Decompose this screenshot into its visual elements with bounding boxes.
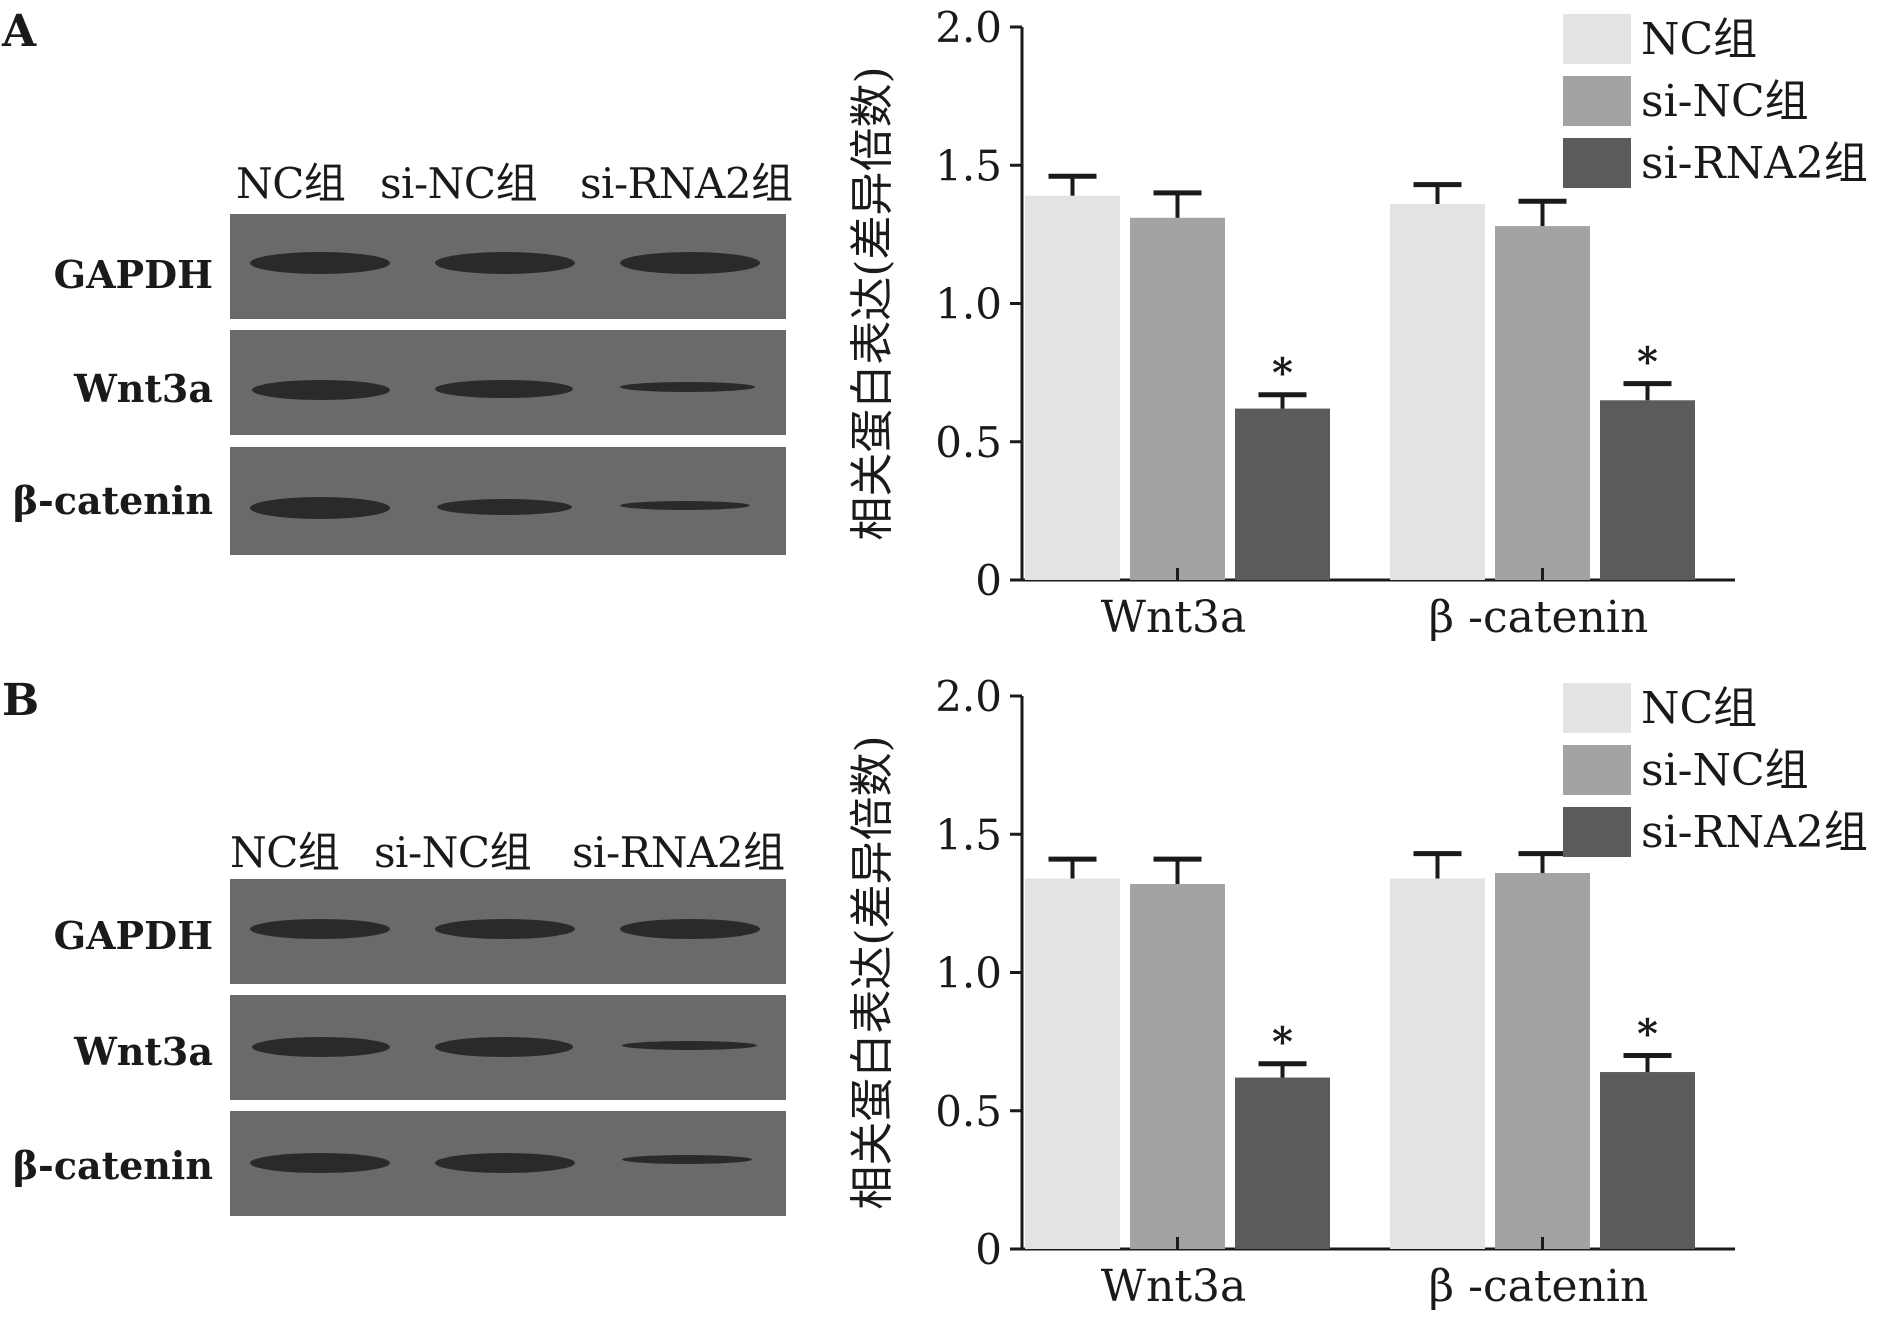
legend-swatch bbox=[1563, 76, 1631, 126]
protein-label-gapdh: GAPDH bbox=[53, 252, 213, 297]
band-nc bbox=[250, 1153, 390, 1173]
significance-label: * bbox=[1272, 1019, 1293, 1066]
bar bbox=[1390, 203, 1485, 580]
protein-label-beta-catenin: β-catenin bbox=[12, 478, 213, 523]
band-nc bbox=[250, 919, 390, 939]
x-tick-label: Wnt3a bbox=[1101, 592, 1246, 643]
legend-label: si-RNA2组 bbox=[1641, 138, 1868, 189]
band-si-rna2 bbox=[620, 252, 760, 274]
band-si-nc bbox=[435, 1153, 575, 1173]
y-axis-label: 相关蛋白表达(差异倍数) bbox=[847, 66, 898, 540]
lane-label-si-rna2: si-RNA2组 bbox=[580, 159, 793, 208]
band-si-nc bbox=[435, 919, 575, 939]
y-tick-label: 1.5 bbox=[935, 141, 1002, 190]
panel-letter: B bbox=[2, 675, 40, 726]
y-tick-label: 0.5 bbox=[935, 418, 1002, 467]
panel-b: B NC组 si-NC组 si-RNA2组 GAPDH Wnt3a β-cate… bbox=[0, 669, 1890, 1338]
bar bbox=[1130, 884, 1225, 1249]
significance-label: * bbox=[1637, 1010, 1658, 1057]
blot-strip-gapdh bbox=[230, 879, 786, 984]
band-si-nc bbox=[435, 380, 573, 398]
bar bbox=[1235, 1077, 1330, 1249]
blot-strip-wnt3a bbox=[230, 330, 786, 435]
bar bbox=[1495, 872, 1590, 1249]
y-tick-label: 1.0 bbox=[935, 949, 1002, 998]
band-nc bbox=[252, 380, 390, 400]
band-si-rna2 bbox=[620, 382, 755, 392]
y-tick-label: 0.5 bbox=[935, 1087, 1002, 1136]
blot-strip-beta-catenin bbox=[230, 447, 786, 555]
band-si-rna2 bbox=[620, 919, 760, 939]
blot-strip-gapdh bbox=[230, 214, 786, 319]
legend-swatch bbox=[1563, 14, 1631, 64]
lane-label-nc: NC组 bbox=[230, 828, 340, 877]
bar bbox=[1025, 878, 1120, 1249]
lane-label-si-nc: si-NC组 bbox=[380, 159, 538, 208]
y-axis-label: 相关蛋白表达(差异倍数) bbox=[847, 735, 898, 1209]
legend-swatch bbox=[1563, 745, 1631, 795]
significance-label: * bbox=[1272, 350, 1293, 397]
x-tick-label: Wnt3a bbox=[1101, 1261, 1246, 1312]
y-tick-label: 1.0 bbox=[935, 280, 1002, 329]
protein-label-gapdh: GAPDH bbox=[53, 913, 213, 958]
x-tick-label: β -catenin bbox=[1429, 1261, 1649, 1312]
band-nc bbox=[250, 497, 390, 519]
lane-label-si-rna2: si-RNA2组 bbox=[572, 828, 785, 877]
bar-chart: 相关蛋白表达(差异倍数) 0 0.5 1.0 1.5 2.0 * Wnt3a * β -caten… bbox=[847, 3, 1868, 643]
bar bbox=[1600, 400, 1695, 580]
y-tick-label: 0 bbox=[975, 556, 1002, 605]
band-si-rna2 bbox=[622, 1155, 752, 1164]
band-si-nc bbox=[435, 1037, 573, 1057]
protein-label-beta-catenin: β-catenin bbox=[12, 1143, 213, 1188]
panel-a: A NC组 si-NC组 si-RNA2组 GAPDH Wnt3a β-cate… bbox=[0, 0, 1890, 669]
band-nc bbox=[250, 252, 390, 274]
legend-label: si-NC组 bbox=[1641, 76, 1809, 127]
legend-label: NC组 bbox=[1641, 683, 1757, 734]
blot-strip-wnt3a bbox=[230, 995, 786, 1100]
bar bbox=[1130, 217, 1225, 580]
legend-swatch bbox=[1563, 138, 1631, 188]
protein-label-wnt3a: Wnt3a bbox=[74, 1029, 213, 1074]
significance-label: * bbox=[1637, 339, 1658, 386]
panel-letter: A bbox=[2, 6, 37, 57]
x-tick-label: β -catenin bbox=[1429, 592, 1649, 643]
bar bbox=[1025, 195, 1120, 581]
bar bbox=[1495, 226, 1590, 580]
bar bbox=[1600, 1072, 1695, 1249]
legend-label: si-NC组 bbox=[1641, 745, 1809, 796]
y-tick-label: 2.0 bbox=[935, 3, 1002, 52]
bar bbox=[1235, 408, 1330, 580]
band-si-nc bbox=[435, 252, 575, 274]
legend-label: NC组 bbox=[1641, 14, 1757, 65]
y-tick-label: 0 bbox=[975, 1225, 1002, 1274]
y-tick-label: 1.5 bbox=[935, 810, 1002, 859]
band-si-rna2 bbox=[620, 501, 750, 510]
bar bbox=[1390, 878, 1485, 1249]
legend-swatch bbox=[1563, 807, 1631, 857]
lane-label-nc: NC组 bbox=[236, 159, 346, 208]
band-nc bbox=[252, 1037, 390, 1057]
legend-label: si-RNA2组 bbox=[1641, 807, 1868, 858]
legend-swatch bbox=[1563, 683, 1631, 733]
lane-label-si-nc: si-NC组 bbox=[374, 828, 532, 877]
y-tick-label: 2.0 bbox=[935, 672, 1002, 721]
bar-chart: 相关蛋白表达(差异倍数) 0 0.5 1.0 1.5 2.0 * Wnt3a * β -caten… bbox=[847, 672, 1868, 1312]
band-si-rna2 bbox=[622, 1041, 757, 1050]
protein-label-wnt3a: Wnt3a bbox=[74, 366, 213, 411]
blot-strip-beta-catenin bbox=[230, 1111, 786, 1216]
band-si-nc bbox=[437, 499, 572, 515]
